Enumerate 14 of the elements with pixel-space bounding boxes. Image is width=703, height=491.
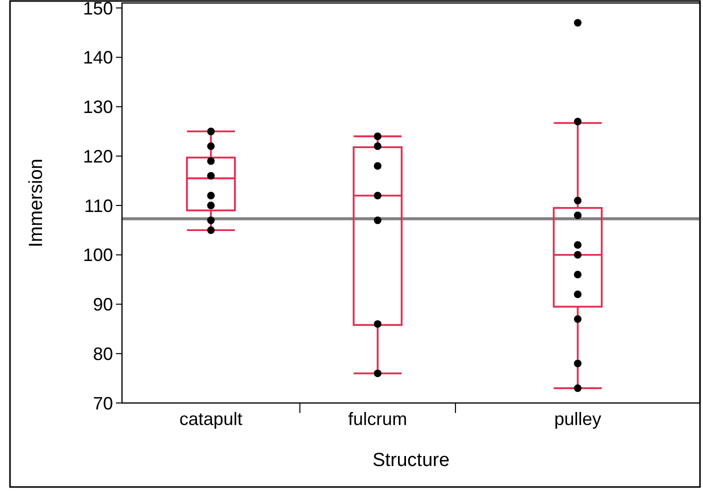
y-tick-label: 130 [82,97,113,118]
y-tick-label: 150 [82,0,113,18]
y-tick-label: 80 [92,344,113,364]
y-tick-label: 100 [82,245,113,266]
x-tick-label: catapult [179,409,242,429]
x-tick-label: fulcrum [348,409,408,429]
x-axis-title: Structure [372,450,450,471]
y-axis-title: Immersion [26,158,47,248]
y-tick-label: 120 [82,146,113,166]
y-tick-label: 90 [92,294,113,315]
y-tick-label: 70 [92,393,113,414]
y-tick-label: 140 [82,48,113,68]
x-tick-label: pulley [554,409,602,429]
y-tick-label: 110 [84,196,113,216]
